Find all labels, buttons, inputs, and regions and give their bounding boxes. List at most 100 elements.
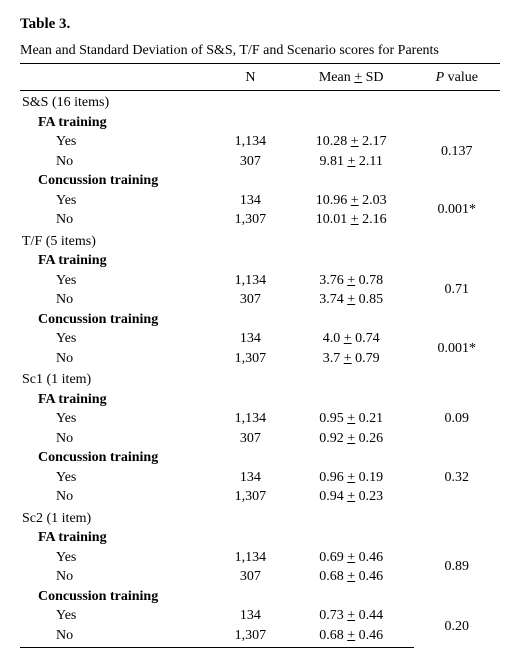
- plus-minus-icon: +: [351, 212, 359, 227]
- cell-mean-sd: 3.76 + 0.78: [289, 271, 414, 291]
- plus-minus-icon: +: [347, 431, 355, 446]
- table-row: Yes1,1343.76 + 0.780.71: [20, 271, 500, 291]
- section-header-row: Sc1 (1 item): [20, 368, 500, 390]
- group-header-row: Concussion training: [20, 310, 500, 330]
- section-header: Sc2 (1 item): [20, 507, 500, 529]
- col-msd-suffix: SD: [362, 70, 383, 85]
- plus-minus-icon: +: [344, 331, 352, 346]
- cell-mean-sd: 4.0 + 0.74: [289, 329, 414, 349]
- row-label: Yes: [20, 329, 212, 349]
- cell-pvalue: 0.137: [414, 132, 500, 171]
- cell-mean-sd: 9.81 + 2.11: [289, 152, 414, 172]
- section-header-row: T/F (5 items): [20, 230, 500, 252]
- table-caption: Mean and Standard Deviation of S&S, T/F …: [20, 43, 500, 64]
- col-p-suffix: value: [444, 70, 478, 85]
- cell-n: 307: [212, 567, 289, 587]
- row-label: No: [20, 429, 212, 449]
- plus-minus-icon: +: [351, 193, 359, 208]
- group-header: Concussion training: [20, 310, 500, 330]
- cell-mean-sd: 0.68 + 0.46: [289, 567, 414, 587]
- row-label: Yes: [20, 468, 212, 488]
- cell-mean-sd: 0.96 + 0.19: [289, 468, 414, 488]
- cell-n: 307: [212, 429, 289, 449]
- plus-minus-icon: +: [347, 489, 355, 504]
- row-label: No: [20, 349, 212, 369]
- table-title: Table 3.: [20, 16, 500, 33]
- cell-n: 1,307: [212, 487, 289, 507]
- table-row: Yes13410.96 + 2.030.001*: [20, 191, 500, 211]
- section-header: S&S (16 items): [20, 91, 500, 113]
- cell-n: 134: [212, 329, 289, 349]
- cell-mean-sd: 3.74 + 0.85: [289, 290, 414, 310]
- plus-minus-icon: +: [347, 273, 355, 288]
- header-row: N Mean + SD P value: [20, 66, 500, 91]
- plus-minus-icon: +: [354, 70, 362, 85]
- group-header-row: FA training: [20, 390, 500, 410]
- cell-n: 134: [212, 191, 289, 211]
- table-row: Yes1340.96 + 0.190.32: [20, 468, 500, 488]
- cell-n: 134: [212, 606, 289, 626]
- plus-minus-icon: +: [347, 550, 355, 565]
- table-row: No3070.92 + 0.26: [20, 429, 500, 449]
- section-header: Sc1 (1 item): [20, 368, 500, 390]
- cell-n: 1,134: [212, 271, 289, 291]
- row-label: No: [20, 290, 212, 310]
- cell-mean-sd: 0.94 + 0.23: [289, 487, 414, 507]
- group-header: Concussion training: [20, 171, 500, 191]
- table-body: S&S (16 items)FA trainingYes1,13410.28 +…: [20, 91, 500, 648]
- cell-n: 1,134: [212, 548, 289, 568]
- cell-pvalue-empty: [414, 429, 500, 449]
- group-header: FA training: [20, 528, 500, 548]
- col-label: [20, 66, 212, 91]
- cell-n: 1,307: [212, 626, 289, 648]
- cell-mean-sd: 10.28 + 2.17: [289, 132, 414, 152]
- col-msd-prefix: Mean: [319, 70, 354, 85]
- group-header-row: FA training: [20, 528, 500, 548]
- cell-pvalue: 0.32: [414, 468, 500, 488]
- col-pvalue: P value: [414, 66, 500, 91]
- group-header: Concussion training: [20, 448, 500, 468]
- cell-n: 307: [212, 152, 289, 172]
- row-label: Yes: [20, 548, 212, 568]
- section-header-row: Sc2 (1 item): [20, 507, 500, 529]
- row-label: No: [20, 567, 212, 587]
- group-header: FA training: [20, 390, 500, 410]
- plus-minus-icon: +: [348, 154, 356, 169]
- cell-pvalue-empty: [414, 487, 500, 507]
- table-row: No1,3070.94 + 0.23: [20, 487, 500, 507]
- row-label: Yes: [20, 409, 212, 429]
- row-label: No: [20, 210, 212, 230]
- plus-minus-icon: +: [347, 292, 355, 307]
- col-p-prefix: P: [436, 70, 445, 85]
- cell-mean-sd: 0.69 + 0.46: [289, 548, 414, 568]
- cell-n: 1,134: [212, 409, 289, 429]
- table-3-container: { "title": "Table 3.", "caption": "Mean …: [0, 0, 520, 668]
- row-label: No: [20, 626, 212, 648]
- cell-pvalue: 0.09: [414, 409, 500, 429]
- group-header: FA training: [20, 251, 500, 271]
- row-label: No: [20, 487, 212, 507]
- plus-minus-icon: +: [347, 470, 355, 485]
- row-label: Yes: [20, 191, 212, 211]
- col-n: N: [212, 66, 289, 91]
- section-header: T/F (5 items): [20, 230, 500, 252]
- table-row: Yes1,1340.95 + 0.210.09: [20, 409, 500, 429]
- group-header-row: FA training: [20, 113, 500, 133]
- cell-pvalue: 0.20: [414, 606, 500, 648]
- table-row: Yes1344.0 + 0.740.001*: [20, 329, 500, 349]
- cell-mean-sd: 10.96 + 2.03: [289, 191, 414, 211]
- plus-minus-icon: +: [347, 411, 355, 426]
- table-row: Yes1,1340.69 + 0.460.89: [20, 548, 500, 568]
- cell-mean-sd: 10.01 + 2.16: [289, 210, 414, 230]
- row-label: Yes: [20, 132, 212, 152]
- cell-mean-sd: 0.68 + 0.46: [289, 626, 414, 648]
- cell-n: 134: [212, 468, 289, 488]
- cell-mean-sd: 3.7 + 0.79: [289, 349, 414, 369]
- cell-n: 307: [212, 290, 289, 310]
- cell-mean-sd: 0.73 + 0.44: [289, 606, 414, 626]
- cell-pvalue: 0.001*: [414, 191, 500, 230]
- table-row: Yes1340.73 + 0.440.20: [20, 606, 500, 626]
- plus-minus-icon: +: [347, 628, 355, 643]
- cell-n: 1,307: [212, 349, 289, 369]
- group-header-row: Concussion training: [20, 448, 500, 468]
